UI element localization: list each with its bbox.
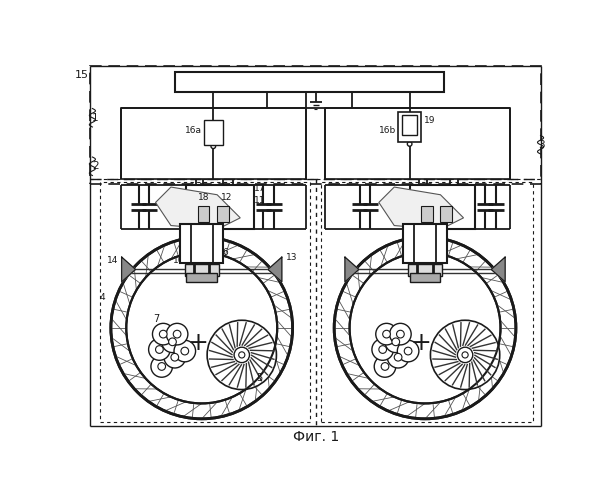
Circle shape — [381, 362, 389, 370]
Circle shape — [387, 346, 409, 368]
Bar — [175, 72, 444, 92]
Text: +: + — [187, 332, 208, 355]
Circle shape — [431, 320, 500, 390]
Bar — [198, 206, 209, 222]
Circle shape — [404, 347, 412, 355]
Circle shape — [158, 362, 166, 370]
Text: 6: 6 — [222, 248, 228, 257]
Polygon shape — [492, 257, 505, 282]
Circle shape — [239, 352, 245, 358]
Circle shape — [372, 338, 394, 360]
Bar — [187, 184, 254, 230]
Circle shape — [385, 331, 407, 352]
Circle shape — [383, 330, 391, 338]
Circle shape — [234, 347, 249, 362]
Circle shape — [160, 330, 167, 338]
Bar — [90, 66, 541, 184]
Circle shape — [379, 346, 387, 354]
Circle shape — [111, 237, 293, 419]
Bar — [217, 206, 229, 222]
Bar — [402, 116, 418, 136]
Text: 8: 8 — [206, 238, 213, 247]
Circle shape — [211, 144, 216, 148]
Bar — [440, 206, 452, 222]
Text: 9: 9 — [195, 248, 201, 257]
Text: 2: 2 — [92, 162, 99, 172]
Circle shape — [169, 338, 176, 345]
Text: 16a: 16a — [185, 126, 202, 136]
Circle shape — [334, 237, 516, 419]
Text: 12: 12 — [221, 192, 232, 202]
Text: 19: 19 — [424, 116, 435, 124]
Bar — [398, 112, 421, 142]
Circle shape — [375, 356, 395, 377]
Text: 13: 13 — [286, 254, 298, 262]
Circle shape — [166, 324, 188, 345]
Bar — [180, 224, 224, 262]
Text: 15: 15 — [75, 70, 89, 81]
Circle shape — [151, 356, 172, 377]
Circle shape — [458, 347, 473, 362]
Circle shape — [126, 252, 277, 404]
Circle shape — [397, 330, 404, 338]
Circle shape — [164, 346, 185, 368]
Polygon shape — [268, 257, 282, 282]
Circle shape — [173, 330, 181, 338]
Text: 7: 7 — [153, 314, 160, 324]
Circle shape — [376, 324, 397, 345]
Bar — [185, 264, 219, 276]
Circle shape — [181, 347, 188, 355]
Text: 5: 5 — [256, 373, 262, 383]
Circle shape — [156, 346, 163, 354]
Polygon shape — [379, 187, 464, 230]
Bar — [403, 224, 447, 262]
Circle shape — [174, 340, 196, 362]
Text: Фиг. 1: Фиг. 1 — [293, 430, 339, 444]
Circle shape — [462, 352, 468, 358]
Bar — [410, 184, 475, 230]
Text: 11: 11 — [254, 196, 265, 204]
Circle shape — [390, 324, 411, 345]
Bar — [410, 272, 440, 282]
Bar — [121, 108, 306, 180]
Bar — [421, 206, 433, 222]
Bar — [408, 264, 442, 276]
Circle shape — [407, 142, 412, 146]
Bar — [100, 182, 310, 422]
Bar — [325, 108, 510, 180]
Text: 16b: 16b — [378, 126, 396, 136]
Circle shape — [350, 252, 500, 404]
Circle shape — [207, 320, 277, 390]
Text: 18: 18 — [198, 192, 209, 202]
Polygon shape — [345, 257, 359, 282]
Text: 1: 1 — [92, 113, 99, 122]
Polygon shape — [156, 187, 240, 230]
Circle shape — [153, 324, 174, 345]
Polygon shape — [122, 257, 136, 282]
Text: 17: 17 — [254, 184, 265, 193]
Text: 14: 14 — [107, 256, 119, 264]
Circle shape — [148, 338, 170, 360]
Text: 10: 10 — [173, 256, 184, 264]
Text: 4: 4 — [99, 292, 105, 302]
Circle shape — [392, 338, 400, 345]
Bar — [187, 272, 217, 282]
Circle shape — [162, 331, 184, 352]
Bar — [204, 120, 222, 144]
Circle shape — [397, 340, 419, 362]
Bar — [321, 182, 533, 422]
Circle shape — [394, 354, 402, 361]
Text: 3: 3 — [538, 140, 545, 149]
Circle shape — [171, 354, 179, 361]
Text: +: + — [411, 332, 432, 355]
